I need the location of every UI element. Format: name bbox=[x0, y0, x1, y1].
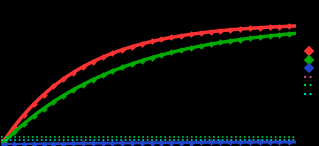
Legend: , , , , , : , , , , , bbox=[303, 48, 318, 98]
